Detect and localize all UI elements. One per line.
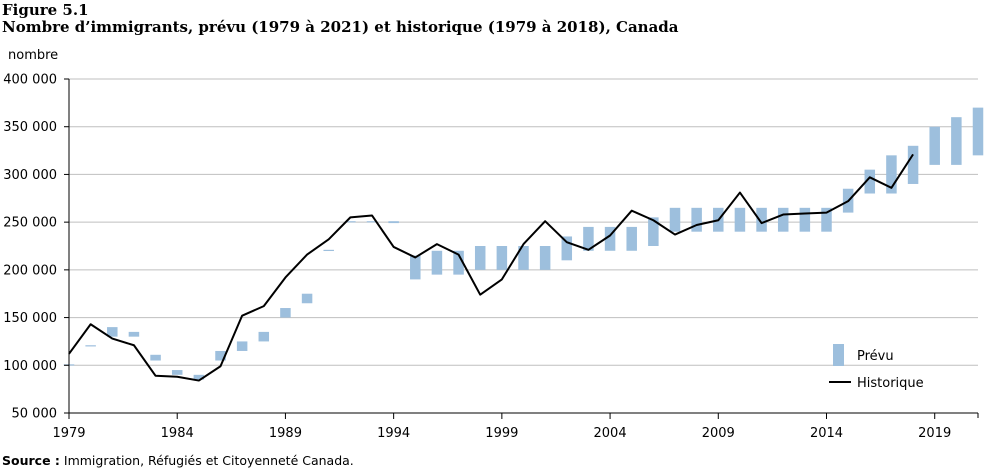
prevu-bar (864, 169, 876, 194)
x-tick-label: 1999 (485, 426, 518, 441)
prevu-bar (626, 226, 637, 251)
prevu-bar (756, 207, 767, 232)
prevu-bar (388, 221, 399, 224)
y-tick-label: 300 000 (3, 168, 57, 183)
prevu-bar (215, 350, 226, 361)
prevu-bar (258, 331, 270, 342)
prevu-bar (604, 226, 616, 251)
prevu-bar (323, 249, 334, 252)
prevu-bar (236, 341, 248, 351)
prevu-bar (518, 246, 529, 270)
x-tick-label: 2004 (594, 426, 627, 441)
x-tick-label: 2014 (810, 426, 843, 441)
y-tick-label: 150 000 (3, 311, 57, 326)
y-tick-label: 250 000 (3, 216, 57, 231)
prevu-bar (799, 207, 811, 232)
prevu-bar (345, 221, 356, 223)
prevu-bar (410, 255, 421, 280)
prevu-bar (951, 117, 962, 165)
gridlines (69, 78, 978, 366)
prevu-bar (691, 207, 702, 232)
legend-prevu-label: Prévu (857, 349, 894, 364)
prevu-series (63, 107, 984, 380)
x-tick-label: 2019 (918, 426, 951, 441)
prevu-bar (886, 155, 897, 194)
prevu-bar (648, 217, 659, 246)
prevu-bar (280, 308, 291, 318)
prevu-bar (583, 226, 594, 251)
source-note: Source : Immigration, Réfugiés et Citoye… (2, 453, 354, 468)
legend-historique-label: Historique (857, 376, 924, 391)
prevu-bar (366, 221, 378, 223)
y-tick-label: 400 000 (3, 73, 57, 88)
y-tick-label: 50 000 (12, 407, 58, 422)
x-tick-label: 2009 (702, 426, 735, 441)
prevu-bar (669, 207, 681, 232)
x-tick-label: 1984 (161, 426, 194, 441)
prevu-bar (929, 126, 940, 165)
prevu-bar (539, 246, 551, 270)
chart-title: Nombre d’immigrants, prévu (1979 à 2021)… (2, 18, 679, 36)
x-tick-label: 1979 (52, 426, 85, 441)
prevu-bar (821, 207, 832, 232)
x-tick-label: 1989 (269, 426, 302, 441)
prevu-bar (128, 331, 140, 337)
prevu-bar (561, 236, 573, 261)
prevu-bar (301, 293, 313, 304)
y-axis-unit-label: nombre (8, 48, 59, 63)
prevu-bar (972, 107, 984, 156)
source-label: Source : (2, 453, 60, 468)
historique-series (68, 153, 914, 382)
y-tick-label: 100 000 (3, 359, 57, 374)
legend: Prévu Historique (829, 344, 924, 391)
prevu-bar (150, 354, 161, 361)
prevu-bar (474, 246, 486, 270)
prevu-bar (453, 250, 464, 275)
prevu-bar (193, 374, 205, 380)
prevu-bar (171, 370, 183, 375)
legend-prevu-swatch (833, 344, 844, 366)
prevu-bar (734, 207, 746, 232)
y-tick-label: 350 000 (3, 120, 57, 135)
historique-line (68, 153, 914, 382)
axes: 50 000 100 000 150 000 200 000 250 000 300 00… (3, 73, 979, 441)
prevu-bar (496, 246, 508, 270)
figure-number: Figure 5.1 (2, 1, 89, 19)
prevu-bar (107, 327, 118, 337)
prevu-bar (85, 345, 96, 347)
y-tick-label: 200 000 (3, 263, 57, 278)
prevu-bar (431, 250, 443, 275)
prevu-bar (777, 207, 789, 232)
x-tick-label: 1994 (377, 426, 410, 441)
source-text: Immigration, Réfugiés et Citoyenneté Can… (59, 453, 354, 468)
prevu-bar (907, 145, 919, 184)
